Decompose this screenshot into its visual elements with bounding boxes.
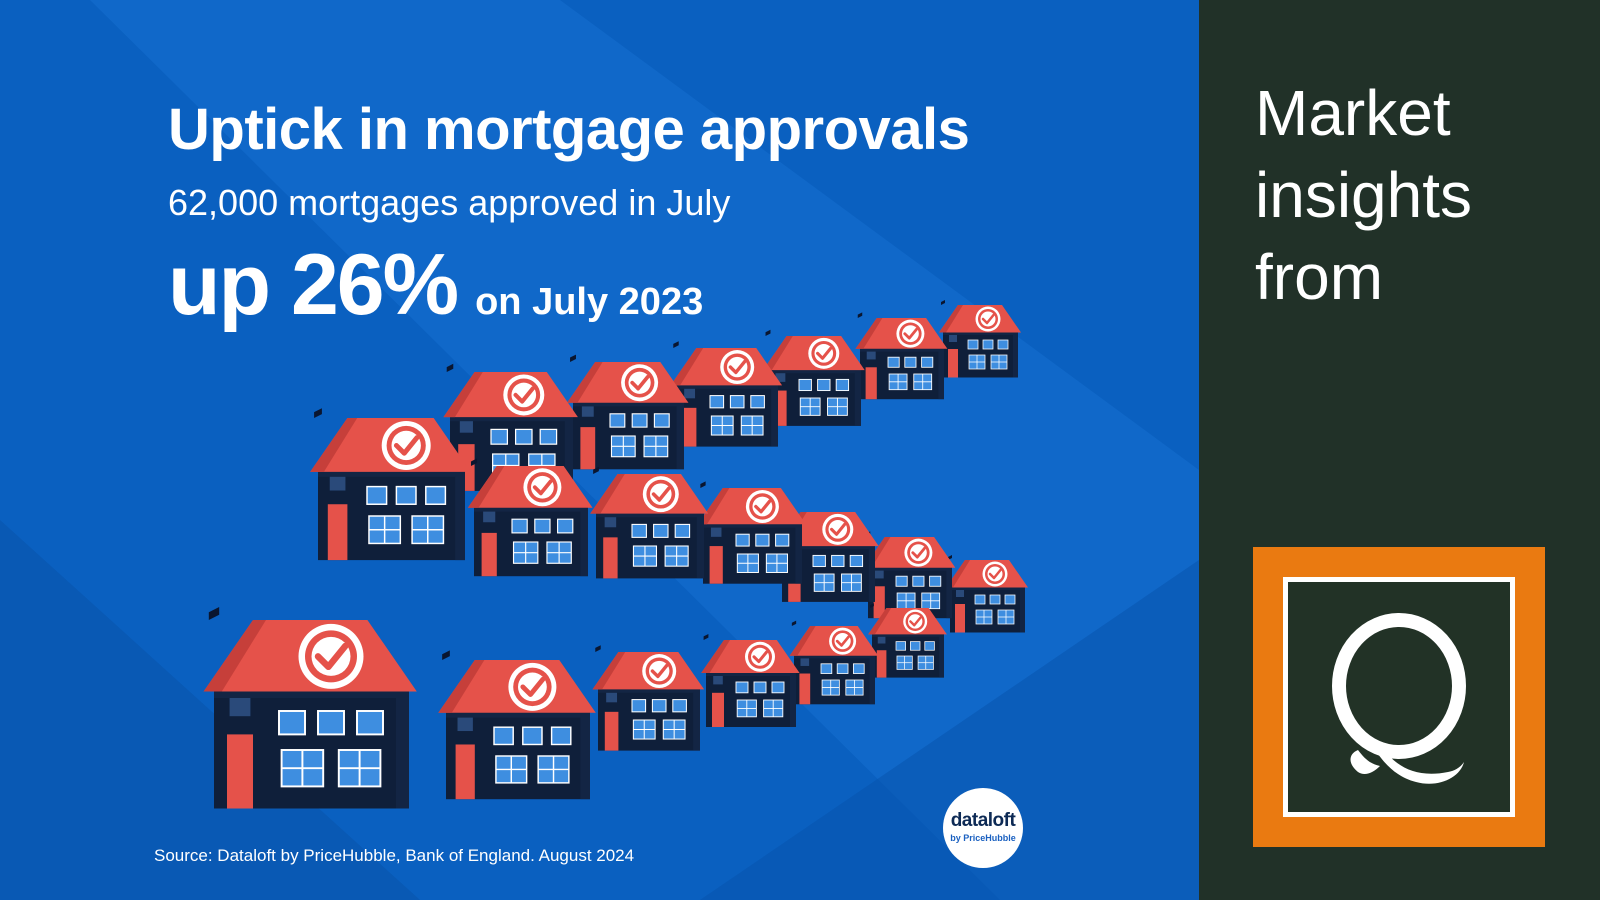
house-icon: [937, 298, 1023, 379]
stat-line: up 26% on July 2023: [168, 236, 703, 335]
dataloft-logo: dataloft by PriceHubble: [943, 788, 1023, 868]
house-icon: [588, 464, 711, 581]
tagline-line-3: from: [1255, 241, 1383, 313]
houses-illustration: [0, 298, 1030, 900]
house-icon: [565, 352, 691, 472]
house-icon: [438, 650, 595, 799]
house-icon: [944, 553, 1030, 634]
house-icon: [788, 619, 880, 706]
house-icon: [204, 607, 417, 809]
headline: Uptick in mortgage approvals: [168, 97, 970, 162]
infographic-panel: Uptick in mortgage approvals 62,000 mort…: [0, 0, 1199, 900]
house-icon: [854, 310, 949, 401]
house-icon: [696, 479, 808, 586]
source-note: Source: Dataloft by PriceHubble, Bank of…: [154, 846, 635, 865]
house-icon: [761, 328, 867, 428]
subheadline: 62,000 mortgages approved in July: [168, 182, 731, 223]
house-icon: [699, 632, 802, 729]
house-icon: [590, 643, 706, 753]
tagline: Market insights from: [1255, 72, 1472, 318]
house-icon: [310, 408, 471, 560]
house-icon: [668, 339, 784, 449]
brand-logo: [1253, 547, 1545, 847]
stat-value: up 26%: [168, 237, 459, 333]
stat-comparison: on July 2023: [475, 281, 704, 323]
tagline-line-2: insights: [1255, 159, 1472, 231]
q-letter-icon: [1332, 613, 1466, 784]
brand-panel: Market insights from: [1199, 0, 1600, 900]
dataloft-logo-name: dataloft: [950, 810, 1016, 831]
dataloft-logo-byline: by PriceHubble: [950, 833, 1016, 843]
brand-logo-inner: [1283, 577, 1515, 817]
tagline-line-1: Market: [1255, 77, 1451, 149]
